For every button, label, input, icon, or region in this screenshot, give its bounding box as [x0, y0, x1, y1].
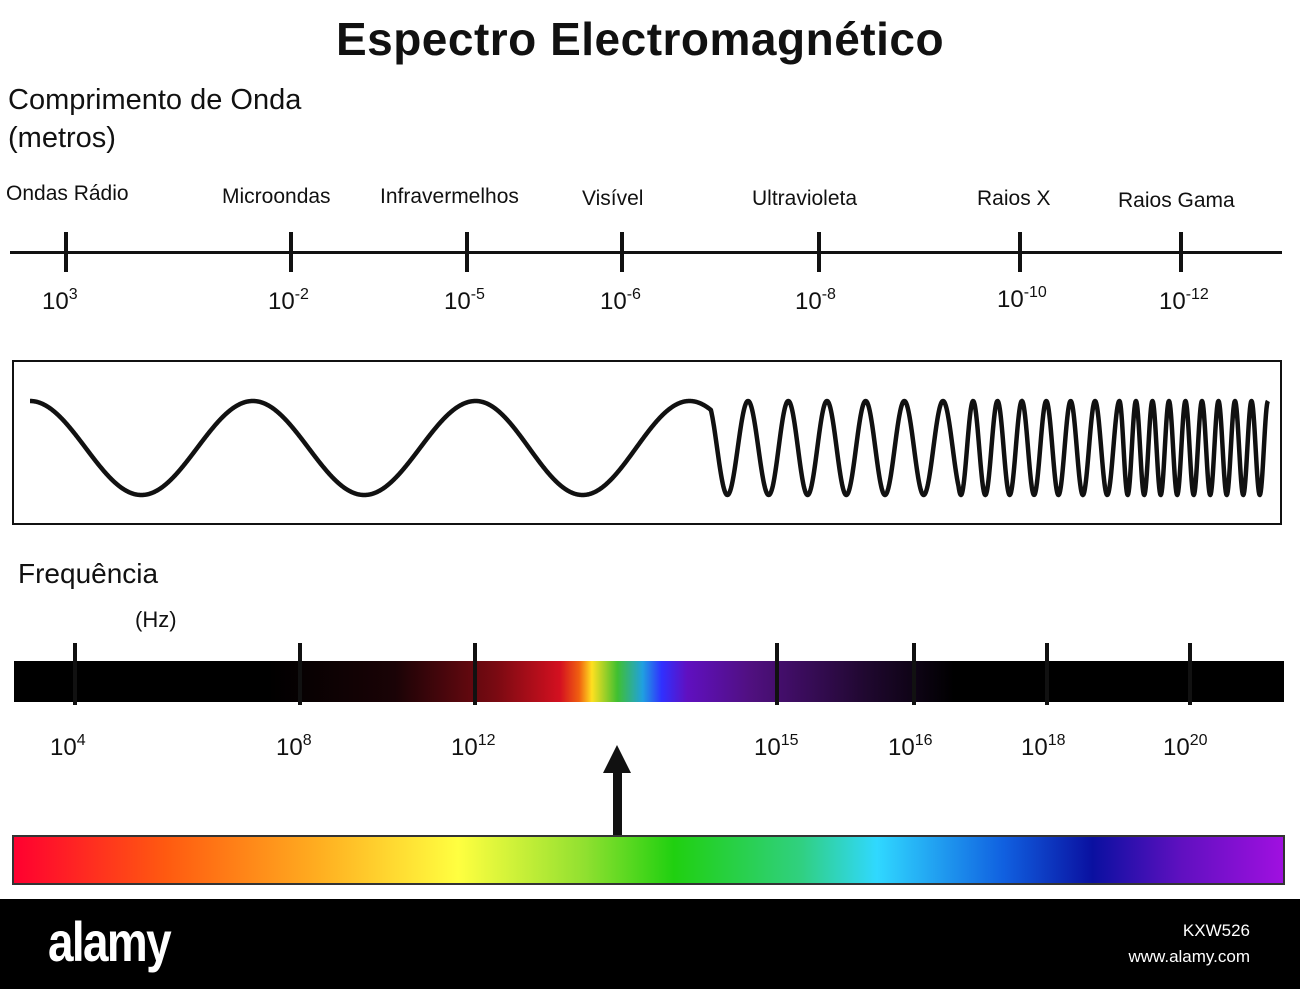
frequency-tick-label: 108	[276, 732, 312, 761]
wavelength-tick-label: 10-10	[997, 284, 1047, 313]
frequency-tick	[1188, 643, 1192, 705]
frequency-tick-label: 1016	[888, 732, 933, 761]
frequency-spectrum-bar	[14, 661, 1284, 702]
wavelength-tick	[289, 232, 293, 272]
wavelength-tick-label: 10-8	[795, 286, 836, 315]
frequency-tick	[298, 643, 302, 705]
region-label-gamma: Raios Gama	[1118, 189, 1235, 212]
frequency-label: Frequência	[18, 558, 159, 589]
visible-spectrum-bar	[12, 835, 1285, 885]
frequency-tick-label: 1020	[1163, 732, 1208, 761]
wavelength-tick	[620, 232, 624, 272]
image-id: KXW526	[1182, 921, 1250, 940]
wavelength-tick-label: 10-5	[444, 286, 485, 315]
site-url: www.alamy.com	[1128, 947, 1250, 966]
region-label-visible: Visível	[582, 187, 644, 210]
arrow-up-icon	[603, 745, 631, 773]
wavelength-tick	[465, 232, 469, 272]
wavelength-tick-label: 103	[42, 286, 78, 315]
frequency-tick	[473, 643, 477, 705]
frequency-tick-label: 1012	[451, 732, 496, 761]
wavelength-tick	[64, 232, 68, 272]
wave-illustration	[28, 398, 1270, 498]
footer-bar: alamy KXW526 www.alamy.com	[0, 899, 1300, 989]
frequency-tick-label: 1015	[754, 732, 799, 761]
wavelength-tick-label: 10-6	[600, 286, 641, 315]
region-label-ultraviolet: Ultravioleta	[752, 187, 858, 210]
brand-logo: alamy	[48, 910, 172, 973]
region-label-radio: Ondas Rádio	[6, 182, 129, 205]
frequency-tick-label: 104	[50, 732, 86, 761]
page-title: Espectro Electromagnético	[335, 13, 945, 65]
frequency-tick-label: 1018	[1021, 732, 1066, 761]
arrow-shaft	[613, 770, 622, 836]
frequency-tick	[912, 643, 916, 705]
wavelength-label: Comprimento de Onda	[8, 84, 302, 116]
region-label-microwave: Microondas	[222, 185, 331, 208]
wavelength-axis	[10, 251, 1282, 254]
wave-line	[28, 398, 1270, 498]
wavelength-tick	[1018, 232, 1022, 272]
frequency-unit-label: (Hz)	[135, 607, 177, 632]
frequency-tick	[775, 643, 779, 705]
wavelength-tick	[1179, 232, 1183, 272]
wave-illustration-frame	[12, 360, 1282, 525]
wavelength-tick	[817, 232, 821, 272]
wavelength-tick-label: 10-2	[268, 286, 309, 315]
frequency-tick	[73, 643, 77, 705]
region-label-xray: Raios X	[977, 187, 1051, 210]
wavelength-unit-label: (metros)	[8, 122, 116, 154]
region-label-infrared: Infravermelhos	[380, 185, 519, 208]
frequency-tick	[1045, 643, 1049, 705]
wavelength-tick-label: 10-12	[1159, 286, 1209, 315]
